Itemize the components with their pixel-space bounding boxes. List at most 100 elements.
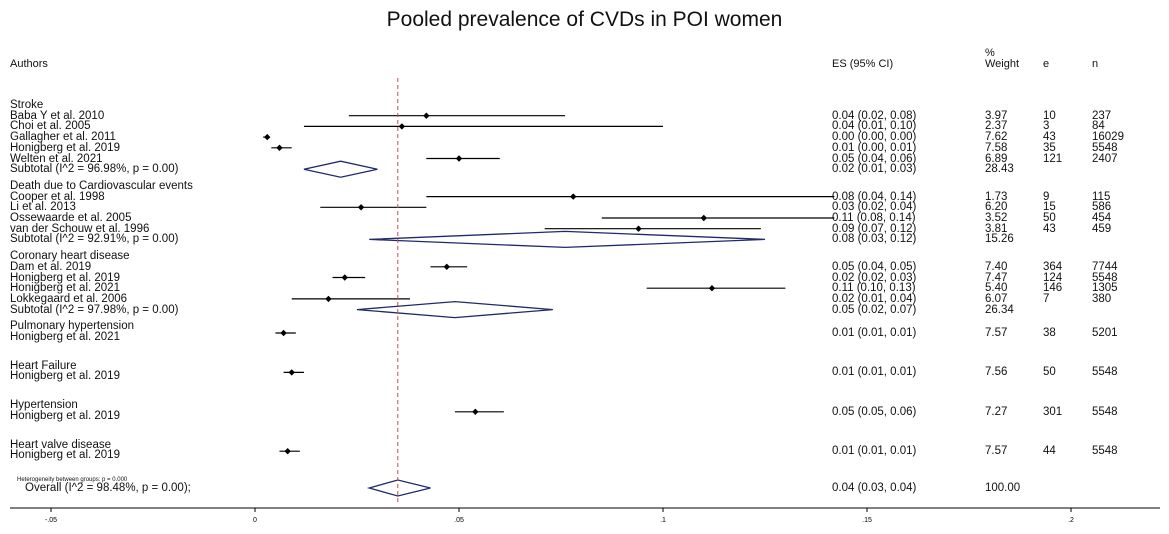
subtotal-label: Subtotal (I^2 = 96.98%, p = 0.00) bbox=[10, 163, 179, 176]
study-e: 44 bbox=[1043, 445, 1056, 458]
study-weight: 7.58 bbox=[985, 141, 1008, 154]
study-es: 0.11 (0.08, 0.14) bbox=[832, 212, 916, 224]
subtotal-es: 0.02 (0.01, 0.03) bbox=[832, 163, 917, 176]
study-es: 0.01 (0.01, 0.01) bbox=[832, 445, 917, 458]
study-n: 5201 bbox=[1092, 327, 1118, 339]
header-n: n bbox=[1092, 58, 1099, 70]
x-tick-label: 0 bbox=[253, 517, 257, 524]
study-es: 0.01 (0.01, 0.01) bbox=[832, 327, 917, 339]
subtotal-label: Subtotal (I^2 = 97.98%, p = 0.00) bbox=[10, 303, 179, 316]
study-es: 0.04 (0.02, 0.08) bbox=[832, 109, 917, 122]
study-2-2-point bbox=[708, 285, 716, 292]
group-heading: Heart valve disease bbox=[10, 438, 111, 451]
overall-es: 0.04 (0.03, 0.04) bbox=[832, 482, 917, 494]
study-weight: 3.81 bbox=[985, 222, 1008, 235]
subtotal-diamond-1 bbox=[369, 230, 766, 249]
study-es: 0.01 (0.00, 0.01) bbox=[832, 141, 917, 154]
study-es: 0.05 (0.05, 0.06) bbox=[832, 405, 917, 418]
study-weight: 7.62 bbox=[985, 131, 1008, 144]
study-weight: 6.20 bbox=[985, 201, 1008, 214]
study-es: 0.05 (0.04, 0.05) bbox=[832, 260, 917, 273]
study-weight: 7.57 bbox=[985, 327, 1008, 339]
group-heading: Hypertension bbox=[10, 399, 78, 412]
study-n: 5548 bbox=[1092, 366, 1118, 379]
x-tick-label: .15 bbox=[862, 517, 872, 524]
subtotal-es: 0.08 (0.03, 0.12) bbox=[832, 233, 917, 246]
study-es: 0.11 (0.10, 0.13) bbox=[832, 282, 916, 295]
study-e: 121 bbox=[1043, 152, 1063, 165]
study-weight: 6.07 bbox=[985, 292, 1008, 305]
study-n: 5548 bbox=[1092, 141, 1118, 154]
study-e: 50 bbox=[1043, 212, 1056, 224]
study-n: 380 bbox=[1092, 292, 1112, 305]
x-tick-label: .1 bbox=[660, 517, 666, 524]
study-weight: 7.27 bbox=[985, 405, 1008, 418]
study-n: 454 bbox=[1092, 212, 1112, 224]
subtotal-diamond-2 bbox=[356, 300, 553, 319]
study-0-1-point bbox=[398, 123, 406, 130]
study-5-0-point bbox=[472, 408, 479, 415]
study-e: 7 bbox=[1043, 292, 1050, 305]
study-0-0-point bbox=[423, 112, 430, 119]
study-n: 237 bbox=[1092, 109, 1112, 122]
study-label: Honigberg et al. 2019 bbox=[10, 409, 120, 422]
subtotal-weight: 26.34 bbox=[985, 303, 1014, 316]
study-label: Lokkegaard et al. 2006 bbox=[10, 292, 128, 305]
study-e: 9 bbox=[1043, 190, 1050, 203]
study-n: 586 bbox=[1092, 201, 1112, 214]
study-es: 0.02 (0.01, 0.04) bbox=[832, 292, 917, 305]
study-weight: 2.37 bbox=[985, 120, 1008, 133]
study-0-2-point bbox=[264, 133, 271, 141]
x-tick-label: -.05 bbox=[45, 517, 57, 524]
study-es: 0.05 (0.04, 0.06) bbox=[832, 152, 917, 165]
study-weight: 5.40 bbox=[985, 282, 1008, 295]
study-e: 124 bbox=[1043, 271, 1063, 284]
study-label: Gallagher et al. 2011 bbox=[10, 131, 116, 144]
x-tick-label: .05 bbox=[454, 517, 464, 524]
study-label: Choi et al. 2005 bbox=[10, 120, 91, 133]
group-heading: Pulmonary hypertension bbox=[10, 320, 135, 333]
study-es: 0.02 (0.02, 0.03) bbox=[832, 271, 917, 284]
header-e: e bbox=[1043, 58, 1050, 70]
study-2-1-point bbox=[341, 274, 348, 281]
study-e: 364 bbox=[1043, 260, 1063, 273]
subtotal-label: Subtotal (I^2 = 92.91%, p = 0.00) bbox=[10, 233, 179, 246]
subtotal-weight: 15.26 bbox=[985, 233, 1014, 246]
study-n: 115 bbox=[1092, 190, 1111, 203]
overall-diamond bbox=[366, 479, 431, 497]
study-n: 16029 bbox=[1092, 131, 1124, 144]
group-heading: Stroke bbox=[10, 99, 44, 111]
study-label: Honigberg et al. 2019 bbox=[10, 370, 120, 383]
study-e: 43 bbox=[1043, 222, 1056, 235]
x-tick-label: .2 bbox=[1068, 517, 1074, 524]
study-2-0-point bbox=[443, 263, 450, 270]
study-weight: 1.73 bbox=[985, 190, 1008, 203]
study-1-2-point bbox=[700, 214, 707, 222]
subtotal-weight: 28.43 bbox=[985, 163, 1014, 176]
study-label: Ossewaarde et al. 2005 bbox=[10, 212, 132, 224]
study-e: 10 bbox=[1043, 109, 1056, 122]
study-3-0-point bbox=[280, 329, 287, 337]
study-e: 146 bbox=[1043, 282, 1063, 295]
study-es: 0.09 (0.07, 0.12) bbox=[832, 222, 917, 235]
study-n: 2407 bbox=[1092, 152, 1118, 165]
group-heading: Death due to Cardiovascular events bbox=[10, 179, 193, 192]
study-n: 1305 bbox=[1092, 282, 1118, 295]
study-label: Honigberg et al. 2021 bbox=[10, 282, 120, 295]
study-weight: 6.89 bbox=[985, 152, 1008, 165]
study-e: 35 bbox=[1043, 141, 1056, 154]
study-label: Honigberg et al. 2019 bbox=[10, 449, 120, 462]
study-label: Dam et al. 2019 bbox=[10, 260, 92, 273]
study-weight: 7.47 bbox=[985, 271, 1008, 284]
study-weight: 7.56 bbox=[985, 366, 1008, 379]
study-es: 0.01 (0.01, 0.01) bbox=[832, 366, 917, 379]
study-label: Baba Y et al. 2010 bbox=[10, 109, 105, 122]
header-authors: Authors bbox=[10, 58, 48, 70]
overall-weight: 100.00 bbox=[985, 482, 1021, 494]
study-label: Li et al. 2013 bbox=[10, 201, 76, 214]
study-6-0-point bbox=[284, 448, 291, 455]
study-n: 5548 bbox=[1092, 271, 1118, 284]
study-e: 3 bbox=[1043, 120, 1050, 133]
study-n: 7744 bbox=[1092, 260, 1118, 273]
study-n: 5548 bbox=[1092, 405, 1118, 418]
